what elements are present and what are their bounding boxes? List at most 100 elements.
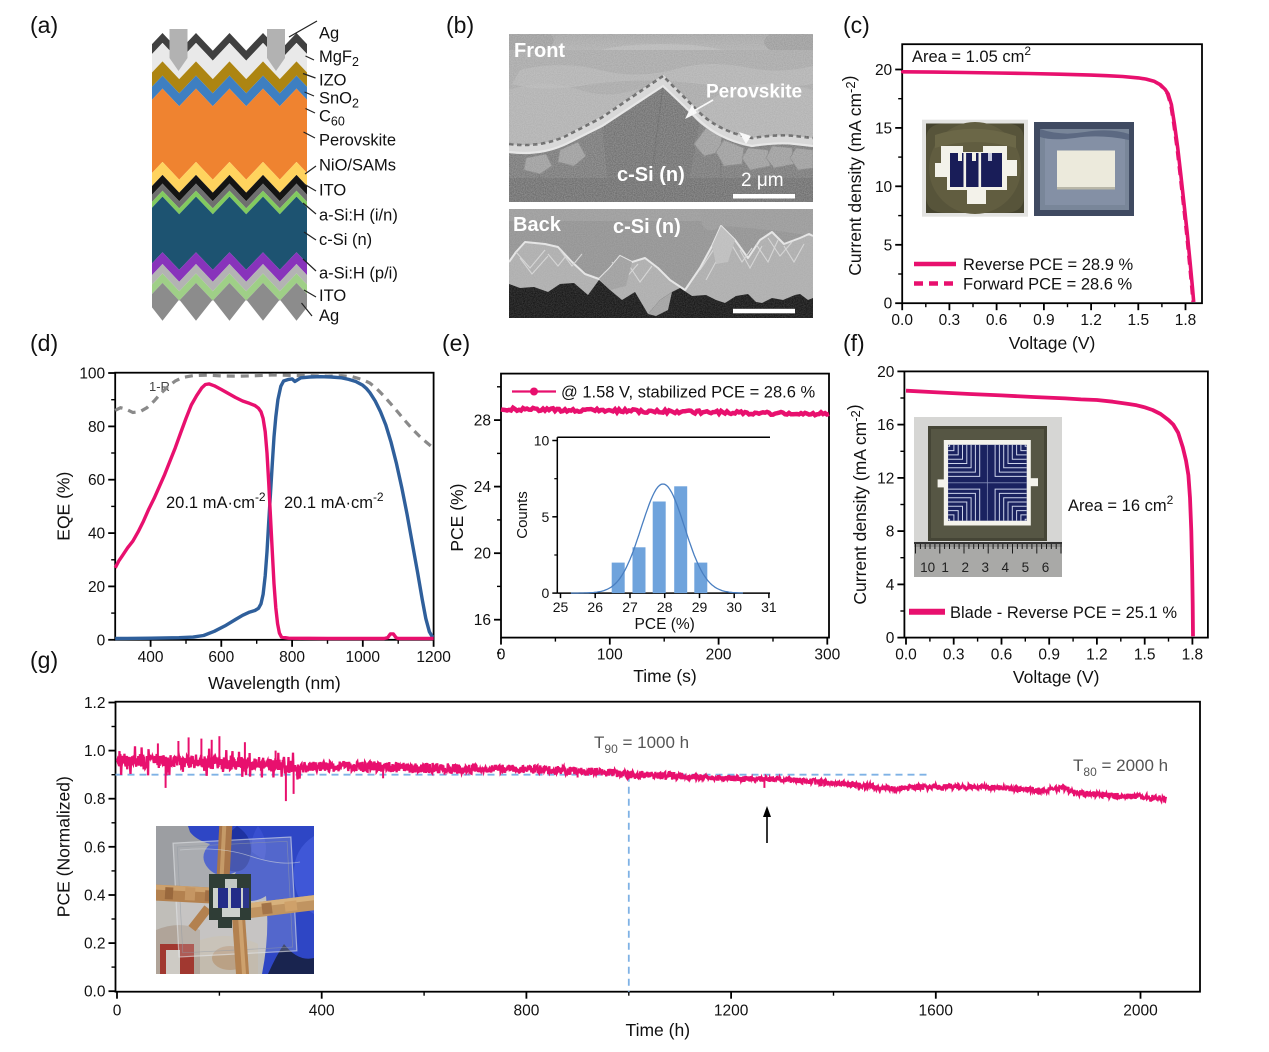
svg-text:PCE (%): PCE (%) [447,484,467,552]
svg-text:Voltage (V): Voltage (V) [1009,333,1096,353]
svg-text:4: 4 [886,577,895,594]
svg-text:(a): (a) [30,12,58,38]
svg-text:ITO: ITO [319,182,346,200]
svg-text:3: 3 [982,560,990,575]
svg-text:200: 200 [706,647,732,664]
svg-text:1.5: 1.5 [1128,312,1150,329]
svg-text:Back: Back [513,214,562,236]
svg-text:MgF2: MgF2 [319,48,359,69]
svg-text:0.6: 0.6 [986,312,1008,329]
svg-text:a-Si:H (i/n): a-Si:H (i/n) [319,207,398,225]
svg-text:28: 28 [474,413,491,430]
svg-text:1.5: 1.5 [1134,647,1156,664]
svg-text:EQE (%): EQE (%) [54,472,74,541]
svg-text:(d): (d) [30,330,58,356]
svg-text:0: 0 [886,630,895,647]
svg-text:20.1 mA·cm-2: 20.1 mA·cm-2 [166,490,266,512]
svg-text:100: 100 [79,366,105,383]
svg-text:31: 31 [761,599,777,615]
svg-text:0.2: 0.2 [84,936,106,953]
svg-text:2000: 2000 [1123,1003,1158,1020]
svg-text:25: 25 [553,599,569,615]
svg-text:10: 10 [534,433,550,449]
svg-text:1: 1 [941,560,949,575]
svg-text:20: 20 [875,62,893,79]
svg-text:26: 26 [587,599,603,615]
svg-text:1.2: 1.2 [1080,312,1102,329]
svg-text:0.3: 0.3 [943,647,965,664]
svg-text:400: 400 [138,649,164,666]
svg-text:IZO: IZO [319,72,347,90]
svg-text:PCE (Normalized): PCE (Normalized) [54,776,74,917]
svg-text:0: 0 [97,632,106,649]
svg-text:6: 6 [1042,560,1050,575]
svg-text:(f): (f) [843,330,865,356]
svg-text:Area = 16 cm2: Area = 16 cm2 [1068,493,1174,515]
svg-text:5: 5 [542,509,550,525]
svg-text:16: 16 [877,417,894,434]
svg-text:Voltage (V): Voltage (V) [1013,667,1100,687]
svg-text:0.4: 0.4 [84,888,106,905]
svg-text:Forward PCE = 28.6 %: Forward PCE = 28.6 % [963,276,1133,294]
svg-text:PCE (%): PCE (%) [635,616,695,633]
svg-text:(b): (b) [446,12,474,38]
svg-text:800: 800 [279,649,305,666]
svg-text:0: 0 [542,585,550,601]
svg-text:0.3: 0.3 [939,312,961,329]
svg-text:Wavelength (nm): Wavelength (nm) [208,673,341,693]
svg-text:28: 28 [657,599,673,615]
svg-text:0: 0 [497,647,506,664]
svg-text:NiO/SAMs: NiO/SAMs [319,157,396,175]
svg-text:0: 0 [884,296,893,313]
svg-text:20: 20 [474,546,492,563]
svg-text:T90 = 1000 h: T90 = 1000 h [594,733,689,756]
svg-text:0.0: 0.0 [895,647,917,664]
svg-text:400: 400 [309,1003,335,1020]
svg-text:1200: 1200 [416,649,451,666]
svg-text:800: 800 [513,1003,539,1020]
svg-text:10: 10 [920,560,935,575]
svg-text:c-Si (n): c-Si (n) [613,216,681,238]
svg-text:Time (s): Time (s) [633,666,697,686]
svg-text:5: 5 [884,237,893,254]
svg-text:4: 4 [1002,560,1010,575]
svg-text:27: 27 [622,599,638,615]
svg-text:1600: 1600 [919,1003,954,1020]
svg-text:0.9: 0.9 [1033,312,1055,329]
svg-text:16: 16 [474,612,491,629]
svg-text:Perovskite: Perovskite [706,82,802,103]
svg-text:0: 0 [113,1003,122,1020]
svg-text:300: 300 [814,647,840,664]
svg-text:5: 5 [1022,560,1030,575]
svg-text:Ag: Ag [319,307,339,325]
svg-text:2: 2 [961,560,969,575]
svg-text:1.0: 1.0 [84,743,106,760]
svg-text:1.8: 1.8 [1182,647,1204,664]
svg-text:10: 10 [875,179,893,196]
svg-text:1000: 1000 [346,649,381,666]
svg-text:a-Si:H (p/i): a-Si:H (p/i) [319,265,398,283]
svg-text:(g): (g) [30,647,58,673]
svg-text:29: 29 [692,599,708,615]
svg-text:T80 = 2000 h: T80 = 2000 h [1073,756,1168,779]
svg-text:c-Si (n): c-Si (n) [617,164,685,186]
svg-text:(e): (e) [442,330,470,356]
svg-text:@ 1.58 V, stabilized PCE = 28.: @ 1.58 V, stabilized PCE = 28.6 % [561,384,815,402]
svg-text:1.2: 1.2 [1086,647,1108,664]
svg-text:0.6: 0.6 [84,839,106,856]
svg-text:1.2: 1.2 [84,695,106,712]
svg-text:20.1 mA·cm-2: 20.1 mA·cm-2 [284,490,384,512]
svg-text:ITO: ITO [319,287,346,305]
svg-text:Area = 1.05 cm2: Area = 1.05 cm2 [912,44,1031,66]
svg-text:Front: Front [514,40,565,62]
svg-text:40: 40 [88,526,106,543]
svg-text:Perovskite: Perovskite [319,132,396,150]
svg-text:30: 30 [726,599,742,615]
svg-text:(c): (c) [843,12,870,38]
svg-text:20: 20 [877,364,895,381]
svg-text:1.8: 1.8 [1175,312,1197,329]
svg-text:8: 8 [886,524,895,541]
svg-text:Time (h): Time (h) [626,1020,691,1040]
svg-text:600: 600 [208,649,234,666]
svg-text:0.8: 0.8 [84,791,106,808]
